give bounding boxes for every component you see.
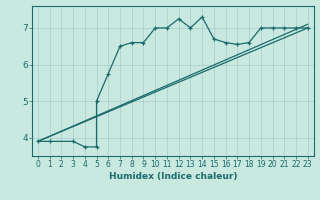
X-axis label: Humidex (Indice chaleur): Humidex (Indice chaleur) (108, 172, 237, 181)
